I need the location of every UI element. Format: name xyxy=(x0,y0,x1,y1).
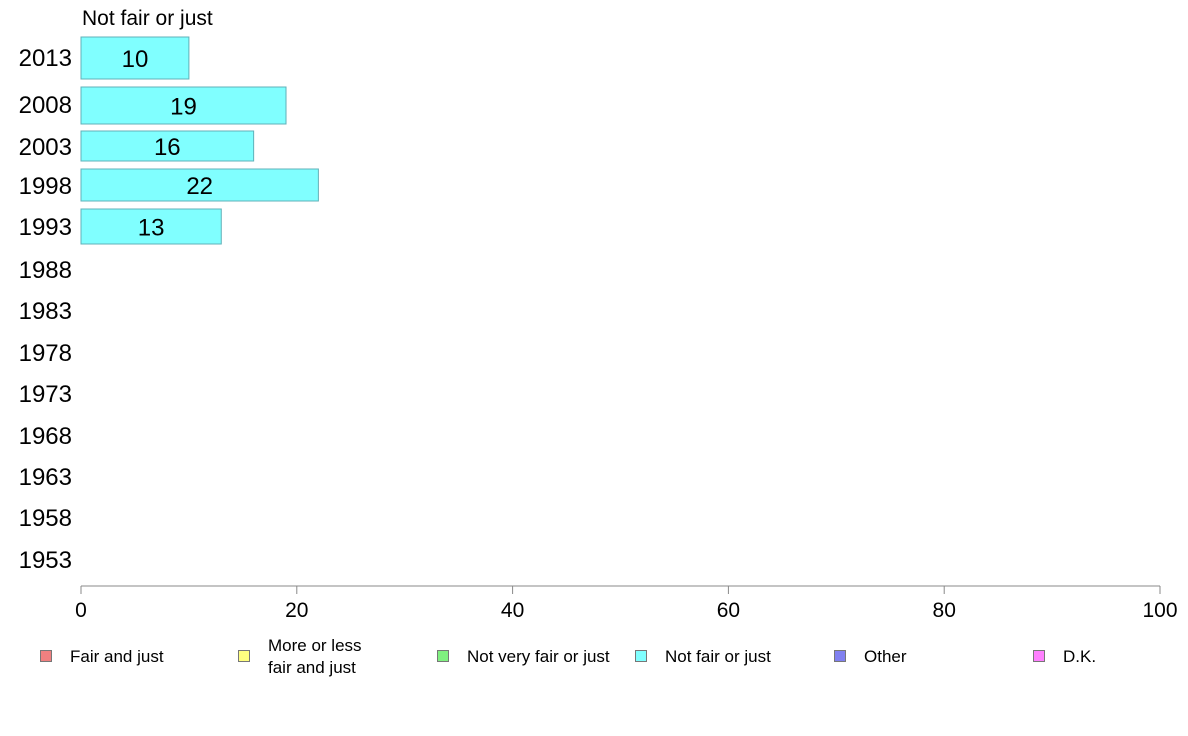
chart-title: Not fair or just xyxy=(82,7,213,30)
x-tick-label-20: 20 xyxy=(285,599,308,622)
y-tick-label-2013: 2013 xyxy=(19,45,72,72)
y-tick-label-1983: 1983 xyxy=(19,298,72,325)
data-label-2013: 10 xyxy=(122,46,149,73)
legend-label: D.K. xyxy=(1063,647,1097,666)
legend: Fair and just More or less fair and just N… xyxy=(0,634,1188,684)
legend-swatch xyxy=(238,650,250,662)
bar-1998 xyxy=(80,168,319,202)
data-label-1993: 13 xyxy=(138,215,165,242)
y-tick-label-1968: 1968 xyxy=(19,423,72,450)
legend-swatch xyxy=(834,650,846,662)
y-tick-label-2003: 2003 xyxy=(19,134,72,161)
legend-label: Not fair or just xyxy=(665,647,771,666)
legend-swatch xyxy=(437,650,449,662)
x-tick-label-40: 40 xyxy=(501,599,524,622)
legend-label: Fair and just xyxy=(70,647,164,666)
y-tick-label-1973: 1973 xyxy=(19,381,72,408)
legend-swatch xyxy=(1033,650,1045,662)
legend-label: More or less fair and just xyxy=(268,636,362,677)
bar-2003 xyxy=(80,130,255,162)
y-tick-label-1958: 1958 xyxy=(19,505,72,532)
bar-2008 xyxy=(80,86,287,125)
x-tick-label-80: 80 xyxy=(933,599,956,622)
x-tick-label-100: 100 xyxy=(1142,599,1177,622)
y-tick-label-1978: 1978 xyxy=(19,340,72,367)
data-label-2008: 19 xyxy=(170,94,197,121)
data-label-2003: 16 xyxy=(154,134,181,161)
y-tick-label-1993: 1993 xyxy=(19,214,72,241)
bar-1993 xyxy=(80,208,222,245)
y-axis-labels: 2013 2008 2003 1998 1993 1988 1983 1978 1973 1968… xyxy=(19,45,72,574)
x-tick-label-0: 0 xyxy=(75,599,87,622)
legend-label: Other xyxy=(864,647,907,666)
legend-swatch xyxy=(40,650,52,662)
y-tick-label-2008: 2008 xyxy=(19,92,72,119)
x-tick-label-60: 60 xyxy=(717,599,740,622)
bar-2013 xyxy=(80,36,190,80)
data-label-1998: 22 xyxy=(186,173,213,200)
x-axis: 0 20 40 60 80 100 xyxy=(75,585,1178,622)
legend-swatch xyxy=(635,650,647,662)
y-tick-label-1998: 1998 xyxy=(19,173,72,200)
y-tick-label-1953: 1953 xyxy=(19,547,72,574)
y-tick-label-1963: 1963 xyxy=(19,464,72,491)
legend-label: Not very fair or just xyxy=(467,647,610,666)
y-tick-label-1988: 1988 xyxy=(19,257,72,284)
